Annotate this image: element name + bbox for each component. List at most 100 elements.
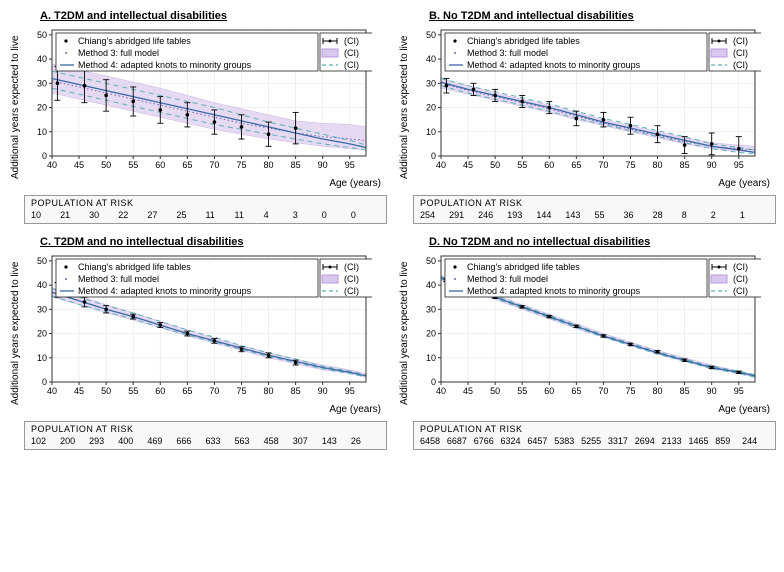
pop-value: 246: [478, 210, 507, 220]
svg-text:(CI): (CI): [733, 262, 748, 272]
data-point: [267, 354, 271, 358]
population-at-risk-box: POPULATION AT RISK 102200293400469666633…: [24, 421, 387, 450]
population-at-risk-values: 10220029340046966663356345830714326: [25, 436, 386, 449]
svg-text:30: 30: [426, 304, 436, 314]
population-at-risk-values: 6458668767666324645753835255331726942133…: [414, 436, 775, 449]
svg-text:40: 40: [47, 386, 57, 396]
pop-value: 633: [205, 436, 234, 446]
svg-text:45: 45: [463, 386, 473, 396]
pop-value: 859: [715, 436, 742, 446]
svg-text:50: 50: [490, 386, 500, 396]
pop-value: 8: [682, 210, 711, 220]
panel-D: D. No T2DM and no intellectual disabilit…: [397, 234, 776, 456]
data-point: [710, 366, 714, 370]
data-point: [547, 315, 551, 319]
svg-text:Method 3: full model: Method 3: full model: [467, 48, 548, 58]
svg-text:50: 50: [426, 256, 436, 266]
pop-value: 1: [740, 210, 769, 220]
svg-text:Method 4: adapted knots to min: Method 4: adapted knots to minority grou…: [467, 286, 641, 296]
x-axis-label: Age (years): [411, 178, 770, 189]
data-point: [104, 308, 108, 312]
svg-text:45: 45: [74, 386, 84, 396]
svg-text:80: 80: [264, 386, 274, 396]
panel-B: B. No T2DM and intellectual disabilities…: [397, 8, 776, 230]
x-axis-label: Age (years): [22, 178, 381, 189]
pop-value: 55: [594, 210, 623, 220]
svg-text:Chiang's abridged life tables: Chiang's abridged life tables: [467, 262, 580, 272]
pop-value: 5255: [581, 436, 608, 446]
svg-text:80: 80: [653, 160, 663, 170]
data-point: [602, 334, 606, 338]
svg-text:55: 55: [517, 386, 527, 396]
pop-value: 6766: [474, 436, 501, 446]
pop-value: 6457: [527, 436, 554, 446]
pop-value: 6324: [501, 436, 528, 446]
svg-text:85: 85: [680, 386, 690, 396]
svg-text:50: 50: [101, 160, 111, 170]
population-at-risk-box: POPULATION AT RISK 645866876766632464575…: [413, 421, 776, 450]
y-axis-label: Additional years expected to live: [397, 24, 411, 191]
population-at-risk-box: POPULATION AT RISK 10213022272511114300: [24, 195, 387, 224]
pop-value: 36: [624, 210, 653, 220]
data-point: [472, 88, 476, 92]
svg-text:(CI): (CI): [733, 274, 748, 284]
pop-value: 200: [60, 436, 89, 446]
data-point: [158, 108, 162, 112]
data-point: [629, 124, 633, 128]
population-at-risk-box: POPULATION AT RISK 254291246193144143553…: [413, 195, 776, 224]
legend: Chiang's abridged life tables(CI)Method …: [56, 259, 372, 297]
svg-text:65: 65: [182, 160, 192, 170]
pop-value: 293: [89, 436, 118, 446]
data-point: [547, 106, 551, 110]
pop-value: 28: [653, 210, 682, 220]
svg-text:Chiang's abridged life tables: Chiang's abridged life tables: [78, 36, 191, 46]
data-point: [737, 147, 741, 151]
svg-text:20: 20: [37, 329, 47, 339]
svg-text:Method 4: adapted knots to min: Method 4: adapted knots to minority grou…: [78, 286, 252, 296]
data-point: [267, 132, 271, 136]
panel-grid: A. T2DM and intellectual disabilities Ad…: [8, 8, 776, 456]
pop-value: 0: [322, 210, 351, 220]
svg-text:Method 4: adapted knots to min: Method 4: adapted knots to minority grou…: [78, 60, 252, 70]
pop-value: 244: [742, 436, 769, 446]
svg-text:(CI): (CI): [344, 286, 359, 296]
x-axis-label: Age (years): [22, 404, 381, 415]
pop-value: 2: [711, 210, 740, 220]
chart-B: 01020304050404550556065707580859095Chian…: [411, 24, 761, 176]
population-at-risk-header: POPULATION AT RISK: [25, 422, 386, 436]
pop-value: 6687: [447, 436, 474, 446]
data-point: [445, 84, 449, 88]
pop-value: 143: [565, 210, 594, 220]
pop-value: 400: [118, 436, 147, 446]
data-point: [493, 94, 497, 98]
svg-text:10: 10: [426, 127, 436, 137]
data-point: [213, 120, 217, 124]
svg-text:20: 20: [426, 103, 436, 113]
svg-text:50: 50: [101, 386, 111, 396]
svg-text:55: 55: [128, 160, 138, 170]
svg-text:70: 70: [209, 160, 219, 170]
svg-text:80: 80: [264, 160, 274, 170]
pop-value: 666: [176, 436, 205, 446]
data-point: [629, 343, 633, 347]
svg-text:10: 10: [37, 353, 47, 363]
svg-text:70: 70: [209, 386, 219, 396]
chart-D: 01020304050404550556065707580859095Chian…: [411, 250, 761, 402]
y-axis-label: Additional years expected to live: [397, 250, 411, 417]
pop-value: 25: [176, 210, 205, 220]
svg-text:Method 3: full model: Method 3: full model: [78, 274, 159, 284]
svg-text:55: 55: [517, 160, 527, 170]
svg-text:Method 3: full model: Method 3: full model: [467, 274, 548, 284]
pop-value: 144: [536, 210, 565, 220]
svg-text:70: 70: [598, 386, 608, 396]
pop-value: 1465: [688, 436, 715, 446]
svg-text:50: 50: [490, 160, 500, 170]
chart-A: 01020304050404550556065707580859095Chian…: [22, 24, 372, 176]
svg-text:75: 75: [236, 160, 246, 170]
data-point: [294, 126, 298, 130]
panel-A: A. T2DM and intellectual disabilities Ad…: [8, 8, 387, 230]
svg-text:55: 55: [128, 386, 138, 396]
pop-value: 2694: [635, 436, 662, 446]
pop-value: 11: [235, 210, 264, 220]
pop-value: 143: [322, 436, 351, 446]
